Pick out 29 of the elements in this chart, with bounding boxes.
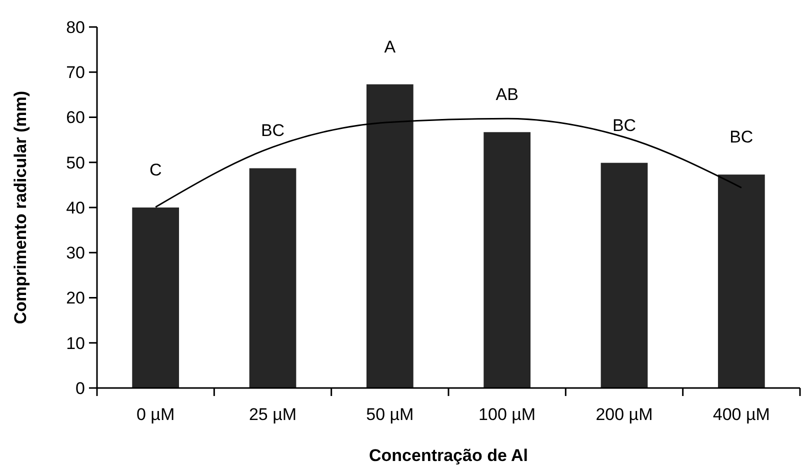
y-axis-title: Comprimento radicular (mm) bbox=[11, 90, 30, 324]
x-tick-label: 50 µM bbox=[366, 405, 414, 424]
bar bbox=[132, 208, 180, 388]
x-tick-label: 0 µM bbox=[136, 405, 175, 424]
y-tick-label: 0 bbox=[76, 378, 85, 398]
x-axis-title: Concentração de Al bbox=[368, 446, 528, 465]
y-tick-label: 80 bbox=[66, 18, 85, 37]
bar bbox=[484, 132, 531, 388]
y-tick-label: 20 bbox=[66, 288, 85, 308]
annotation: BC bbox=[612, 116, 636, 135]
x-tick-label: 100 µM bbox=[478, 405, 536, 424]
y-tick-label: 70 bbox=[66, 63, 85, 82]
bar bbox=[249, 168, 296, 388]
annotation: C bbox=[149, 160, 162, 180]
y-tick-label: 40 bbox=[66, 198, 85, 218]
bar bbox=[600, 162, 648, 388]
y-tick-label: 30 bbox=[66, 244, 85, 263]
annotation: A bbox=[384, 37, 396, 56]
x-tick-label: 400 µM bbox=[712, 405, 770, 424]
x-tick-label: 200 µM bbox=[596, 405, 653, 424]
annotation: BC bbox=[730, 128, 754, 147]
bar bbox=[718, 174, 765, 388]
x-tick-label: 25 µM bbox=[248, 405, 297, 424]
y-tick-label: 10 bbox=[66, 334, 85, 353]
y-tick-label: 50 bbox=[66, 153, 85, 172]
annotation: AB bbox=[496, 85, 518, 104]
y-tick-label: 60 bbox=[66, 108, 85, 128]
bar bbox=[366, 84, 414, 388]
annotation: BC bbox=[260, 121, 285, 140]
